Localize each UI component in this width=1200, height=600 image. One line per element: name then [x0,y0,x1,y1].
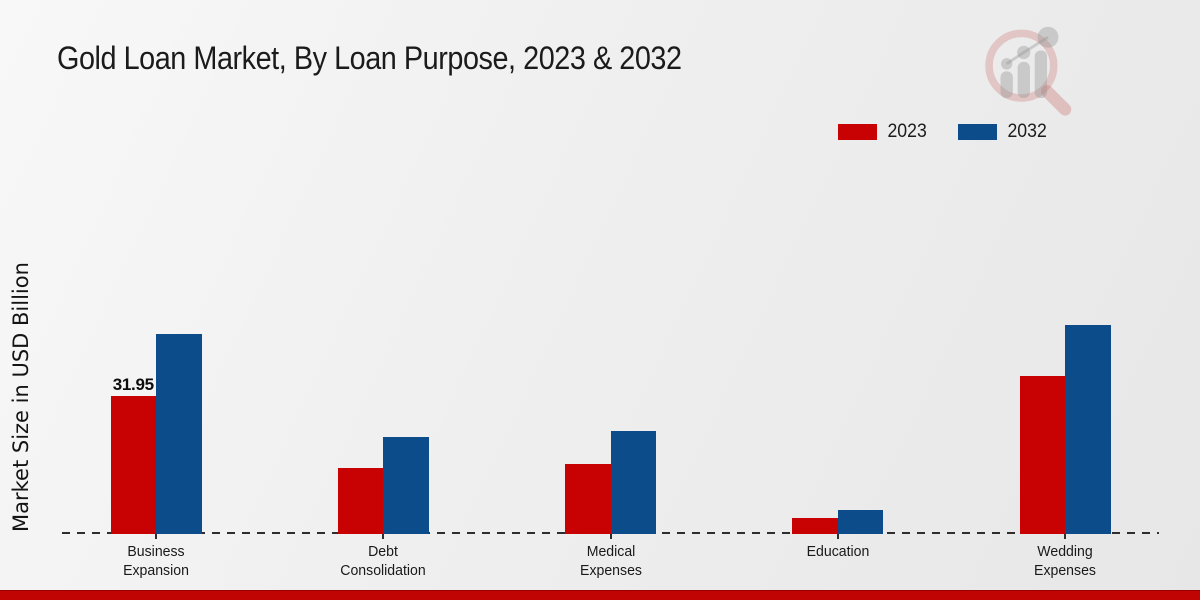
bar-2023-medical-expenses [565,464,611,534]
legend-item-2032: 2032 [958,121,1048,143]
legend-label-2032: 2032 [1007,121,1048,142]
bar-2023-debt-consolidation [337,468,384,534]
data-label-2023-business-expansion: 31.95 [112,375,154,394]
x-axis-tick [382,534,385,539]
x-axis-category-label-debt-consolidation: Debt Consolidation [340,543,426,579]
legend: 2023 2032 [838,121,1049,143]
x-axis-category-label-wedding-expenses: Wedding Expenses [1034,543,1096,579]
magnifier-ring-icon [985,29,1058,102]
legend-item-2023: 2023 [838,121,928,143]
bar-2023-business-expansion [110,396,156,534]
bar-2023-wedding-expenses [1019,376,1065,534]
chart-title: Gold Loan Market, By Loan Purpose, 2023 … [57,40,682,76]
bar-2032-business-expansion [156,334,202,534]
legend-swatch-2032 [958,124,998,140]
bottom-red-strip [0,590,1200,600]
x-axis-category-label-medical-expenses: Medical Expenses [579,543,642,579]
bar-2032-education [837,510,884,534]
x-axis-tick [155,534,157,539]
x-axis-tick [609,534,612,539]
growth-bars-icon [1000,26,1059,98]
bar-2032-debt-consolidation [383,437,429,534]
growth-line-icon [1005,35,1049,65]
x-axis-category-label-education: Education [806,543,870,560]
bar-2023-education [792,518,838,534]
bar-2032-medical-expenses [610,431,656,534]
x-axis-tick [836,534,839,539]
legend-swatch-2023 [838,124,877,140]
legend-label-2023: 2023 [887,121,927,142]
watermark-logo [985,26,1072,116]
bar-2032-wedding-expenses [1065,325,1111,534]
magnifier-handle-icon [1040,85,1072,116]
x-axis-category-label-business-expansion: Business Expansion [123,543,189,579]
x-axis-tick [1064,534,1066,539]
